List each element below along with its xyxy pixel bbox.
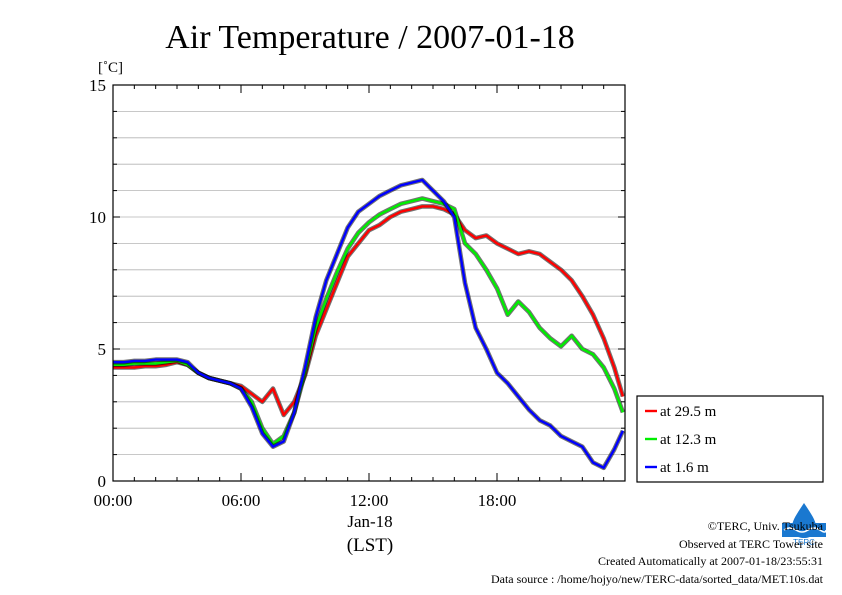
series-line-shadow	[113, 196, 626, 447]
y-axis-unit: [˚C]	[98, 60, 123, 76]
x-axis-label: (LST)	[347, 535, 393, 556]
series-line	[113, 178, 624, 469]
x-tick-label: 00:00	[94, 491, 133, 510]
credit-line-1: ©TERC, Univ. Tsukuba	[708, 519, 824, 533]
x-tick-label: 18:00	[478, 491, 517, 510]
axis-ticks: 0 5 10 15 00:00 06:00 12:00 18:00	[89, 76, 626, 510]
series-line	[113, 205, 625, 417]
chart-title: Air Temperature / 2007-01-18	[165, 19, 575, 56]
credit-line-2: Observed at TERC Tower site	[679, 537, 823, 551]
y-tick-label: 0	[98, 472, 107, 491]
logo-base	[782, 523, 826, 537]
legend-label: at 12.3 m	[660, 432, 717, 448]
y-tick-label: 10	[89, 208, 106, 227]
legend-label: at 1.6 m	[660, 460, 709, 476]
logo-wave-icon	[783, 527, 827, 533]
x-tick-label: 06:00	[222, 491, 261, 510]
credit-line-4: Data source : /home/hojyo/new/TERC-data/…	[491, 572, 824, 586]
series-line-shadow	[113, 204, 626, 418]
x-date-label: Jan-18	[347, 512, 392, 531]
legend-box	[636, 395, 824, 483]
grid-lines	[113, 111, 625, 456]
plot-frame	[112, 84, 626, 482]
terc-logo: TERC	[782, 503, 827, 547]
legend: at 29.5 m at 12.3 m at 1.6 m	[636, 395, 824, 483]
series-lines	[113, 177, 626, 471]
credit-line-3: Created Automatically at 2007-01-18/23:5…	[598, 554, 823, 568]
y-tick-label: 15	[89, 76, 106, 95]
y-tick-label: 5	[98, 340, 107, 359]
logo-text: TERC	[793, 538, 815, 547]
legend-label: at 29.5 m	[660, 404, 717, 420]
series-line	[113, 197, 625, 446]
x-tick-label: 12:00	[350, 491, 389, 510]
